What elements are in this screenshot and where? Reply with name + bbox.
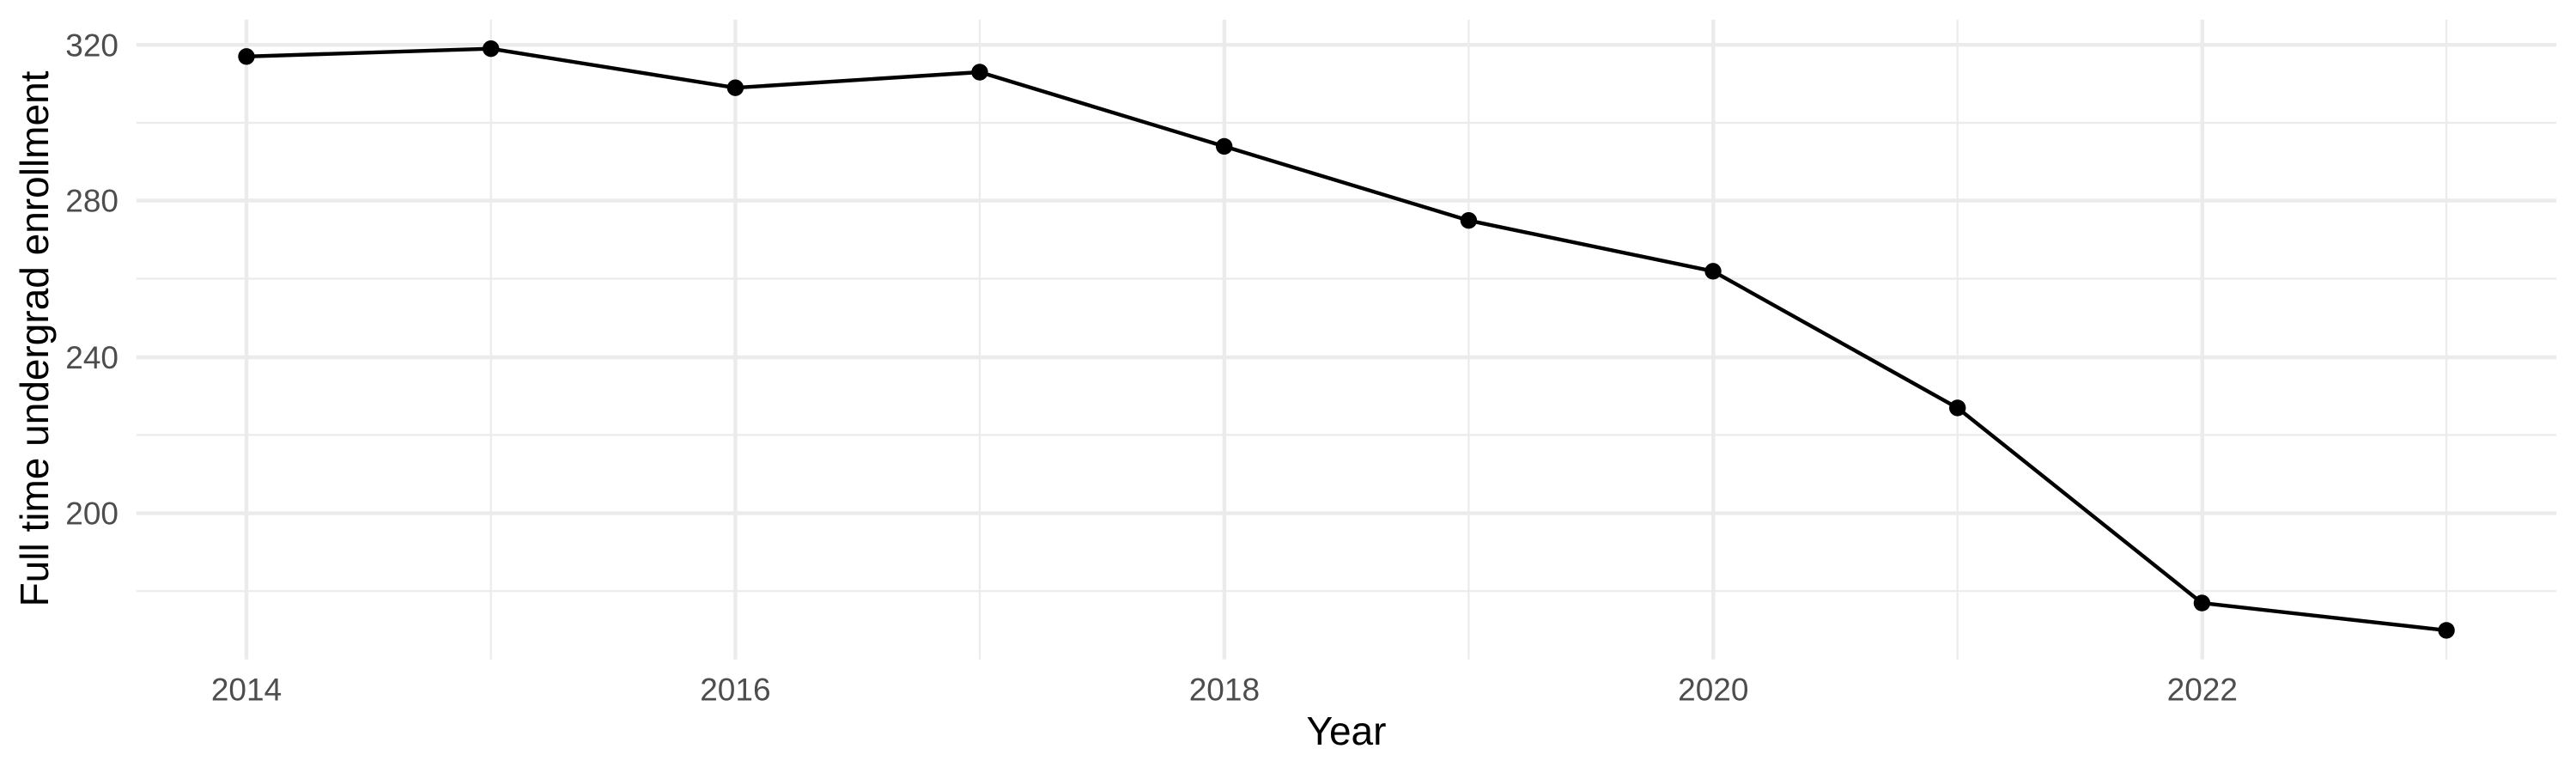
svg-text:240: 240 [65, 340, 118, 375]
svg-text:Year: Year [1307, 709, 1387, 753]
svg-text:320: 320 [65, 27, 118, 63]
svg-text:Full time undergrad enrollment: Full time undergrad enrollment [12, 70, 57, 606]
svg-text:2018: 2018 [1189, 673, 1260, 708]
svg-text:2014: 2014 [211, 673, 282, 708]
svg-text:2022: 2022 [2167, 673, 2238, 708]
svg-text:2016: 2016 [700, 673, 770, 708]
svg-text:280: 280 [65, 184, 118, 219]
svg-text:2020: 2020 [1678, 673, 1748, 708]
svg-text:200: 200 [65, 496, 118, 532]
